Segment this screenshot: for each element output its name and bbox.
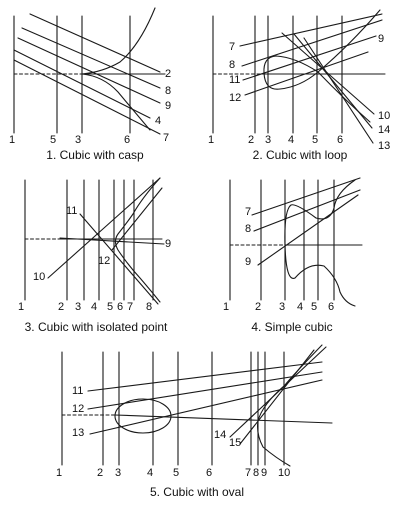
label-3: 3 (115, 467, 121, 479)
line-11 (79, 213, 159, 305)
x-axis (114, 414, 333, 424)
cubic-curve (284, 179, 356, 307)
label-9: 9 (261, 467, 267, 479)
label-10: 10 (278, 467, 290, 479)
label-3: 3 (279, 301, 285, 313)
label-9: 9 (165, 238, 171, 250)
line-9 (257, 194, 359, 266)
cusp-curve (81, 7, 156, 131)
label-6: 6 (337, 134, 343, 146)
line-12 (111, 187, 163, 251)
label-5: 5 (312, 134, 318, 146)
label-14: 14 (378, 124, 390, 136)
panel-caption: 5. Cubic with oval (150, 485, 244, 499)
label-8: 8 (245, 223, 251, 235)
label-8: 8 (229, 59, 235, 71)
label-10: 10 (378, 110, 390, 122)
label-6: 6 (117, 301, 123, 313)
label-4: 4 (91, 301, 97, 313)
line-7 (251, 177, 361, 216)
label-13: 13 (72, 427, 84, 439)
label-4: 4 (288, 134, 294, 146)
label-13: 13 (378, 140, 390, 152)
label-2: 2 (97, 467, 103, 479)
panel-isolated-point: 1 2 3 4 5 6 7 8 11 10 12 9 3. Cubic with… (18, 177, 171, 334)
line-7 (239, 13, 383, 47)
label-14: 14 (214, 429, 226, 441)
label-3: 3 (265, 134, 271, 146)
label-7: 7 (245, 206, 251, 218)
label-15: 15 (229, 437, 241, 449)
panel-caption: 4. Simple cubic (251, 320, 332, 334)
label-5: 5 (311, 301, 317, 313)
label-10: 10 (33, 271, 45, 283)
line-8 (241, 19, 383, 67)
panel-caption: 1. Cubic with casp (46, 148, 144, 162)
line-8 (21, 27, 161, 89)
line-12 (87, 371, 323, 410)
label-4: 4 (155, 115, 161, 127)
label-6: 6 (124, 134, 130, 146)
label-8: 8 (253, 467, 259, 479)
label-3: 3 (75, 134, 81, 146)
label-11: 11 (229, 74, 240, 86)
label-7: 7 (163, 132, 169, 144)
label-5: 5 (50, 134, 56, 146)
line-2 (29, 13, 161, 73)
label-1: 1 (56, 467, 62, 479)
label-4: 4 (297, 301, 303, 313)
label-2: 2 (248, 134, 254, 146)
label-4: 4 (147, 467, 153, 479)
label-8: 8 (146, 301, 152, 313)
line-12 (244, 51, 369, 96)
label-1: 1 (223, 301, 229, 313)
line-7 (13, 59, 161, 135)
panel-caption: 2. Cubic with loop (253, 148, 348, 162)
line-13 (89, 379, 323, 435)
label-2: 2 (255, 301, 261, 313)
line-4 (13, 49, 151, 119)
line-15 (239, 349, 315, 445)
line-11 (87, 361, 323, 392)
label-1: 1 (18, 301, 24, 313)
line-9 (59, 237, 165, 245)
line-10 (47, 177, 161, 279)
oval (114, 398, 172, 434)
panel-loop: 1 2 3 4 5 6 7 8 11 12 9 10 14 13 2. Cubi… (208, 9, 390, 162)
panel-caption: 3. Cubic with isolated point (25, 320, 168, 334)
panel-oval: 1 2 3 4 5 6 7 8 9 10 11 12 13 14 15 5. C… (56, 344, 333, 499)
label-12: 12 (229, 92, 241, 104)
label-5: 5 (107, 301, 113, 313)
label-12: 12 (98, 255, 110, 267)
panel-simple-cubic: 1 2 3 4 5 6 7 8 9 4. Simple cubic (223, 177, 363, 334)
line-8 (253, 189, 361, 232)
label-9: 9 (165, 100, 171, 112)
line-14 (293, 33, 373, 129)
label-12: 12 (72, 403, 84, 415)
label-7: 7 (127, 301, 133, 313)
label-11: 11 (66, 205, 77, 217)
line-14 (229, 346, 327, 438)
label-2: 2 (58, 301, 64, 313)
label-6: 6 (206, 467, 212, 479)
label-6: 6 (328, 301, 334, 313)
panel-cusp: 1 5 3 6 7 2 8 9 4 1. Cubic with casp (9, 7, 171, 162)
line-10 (281, 32, 375, 115)
label-5: 5 (173, 467, 179, 479)
label-1: 1 (9, 134, 15, 146)
label-3: 3 (75, 301, 81, 313)
label-9: 9 (378, 33, 384, 45)
label-8: 8 (165, 85, 171, 97)
label-11: 11 (72, 385, 83, 397)
label-7: 7 (229, 41, 235, 53)
label-2: 2 (165, 68, 171, 80)
line-11 (242, 35, 377, 81)
line-13 (303, 37, 374, 144)
line-9 (17, 37, 161, 104)
label-7: 7 (245, 467, 251, 479)
label-1: 1 (208, 134, 214, 146)
label-9: 9 (245, 256, 251, 268)
